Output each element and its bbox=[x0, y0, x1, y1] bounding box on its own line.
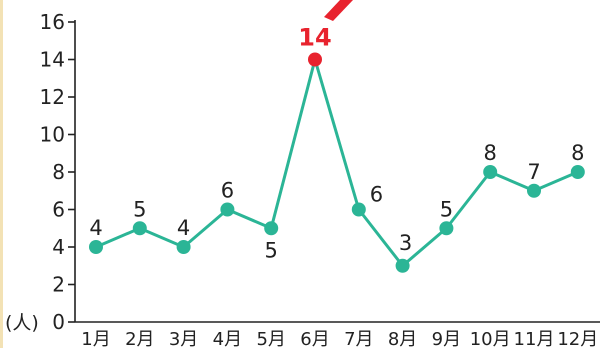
data-point bbox=[483, 165, 498, 179]
series-line bbox=[95, 58, 579, 268]
data-label: 4 bbox=[89, 216, 102, 240]
data-label: 7 bbox=[527, 160, 540, 184]
axes bbox=[74, 20, 600, 323]
data-point bbox=[89, 240, 103, 254]
x-tick-label: 2月 bbox=[125, 329, 154, 348]
data-label: 6 bbox=[370, 183, 383, 207]
y-tick-label: 4 bbox=[52, 235, 65, 259]
y-tick-label: 0 bbox=[52, 310, 65, 334]
data-label: 14 bbox=[298, 24, 331, 52]
data-label: 4 bbox=[177, 216, 190, 240]
x-tick-label: 12月 bbox=[557, 329, 598, 348]
data-point bbox=[132, 221, 147, 236]
data-point bbox=[176, 240, 191, 254]
y-ticks: 0 2 4 6 8 10 12 14 16 bbox=[40, 10, 75, 334]
series bbox=[89, 52, 585, 273]
data-label: 5 bbox=[133, 197, 146, 221]
y-tick-label: 12 bbox=[40, 85, 65, 109]
x-tick-label: 9月 bbox=[432, 329, 461, 348]
x-tick-label: 1月 bbox=[81, 329, 110, 348]
data-label: 3 bbox=[399, 231, 412, 255]
x-tick-label: 5月 bbox=[256, 329, 285, 348]
x-tick-label: 6月 bbox=[300, 329, 329, 348]
y-tick-label: 6 bbox=[52, 198, 65, 222]
y-axis-unit-label: (人) bbox=[5, 312, 39, 334]
x-tick-label: 10月 bbox=[470, 329, 511, 348]
x-tick-label: 7月 bbox=[344, 329, 373, 348]
data-point bbox=[395, 258, 410, 273]
highlight-point bbox=[308, 52, 322, 67]
x-tick-labels: 1月 2月 3月 4月 5月 6月 7月 8月 9月 10月 11月 12月 bbox=[81, 329, 598, 350]
data-point bbox=[570, 165, 585, 179]
data-point bbox=[351, 202, 366, 217]
data-label: 5 bbox=[265, 238, 278, 262]
x-tick-label: 3月 bbox=[169, 329, 198, 348]
data-label: 6 bbox=[221, 179, 234, 203]
data-point bbox=[220, 202, 235, 217]
data-label: 5 bbox=[440, 197, 453, 221]
data-point bbox=[527, 183, 541, 198]
y-tick-label: 16 bbox=[40, 10, 65, 34]
data-point bbox=[439, 221, 454, 236]
y-tick-label: 10 bbox=[40, 123, 65, 147]
data-label: 8 bbox=[484, 141, 497, 165]
x-tick-label: 8月 bbox=[388, 329, 417, 348]
x-tick-label: 11月 bbox=[514, 329, 555, 348]
page-edge-decoration bbox=[0, 0, 3, 348]
y-tick-label: 14 bbox=[40, 48, 65, 72]
data-point bbox=[264, 221, 279, 236]
y-tick-label: 2 bbox=[52, 273, 65, 297]
y-tick-label: 8 bbox=[52, 160, 65, 184]
highlight-arrow-pointer bbox=[324, 0, 353, 21]
x-tick-label: 4月 bbox=[213, 329, 242, 348]
data-label: 8 bbox=[571, 141, 584, 165]
